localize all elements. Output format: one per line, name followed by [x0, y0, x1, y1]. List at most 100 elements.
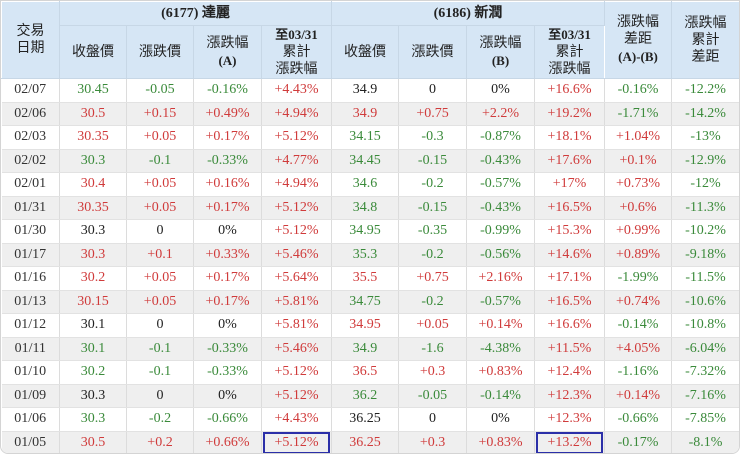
cell-cum-diff-value: -11.3% [685, 199, 726, 215]
cell-date-value: 01/05 [14, 434, 47, 450]
cell-6177-change-value: +0.05 [143, 199, 177, 215]
cell-date: 02/06 [1, 102, 60, 126]
cell-date: 01/09 [1, 384, 60, 408]
cell-date-value: 01/11 [14, 340, 46, 356]
cell-cum-diff-value: -12.9% [685, 152, 726, 168]
cell-6177-pct: -0.16% [193, 78, 262, 103]
cell-6177-pct-value: +0.17% [205, 270, 250, 286]
cell-6177-cum-pct-value: +5.12% [274, 199, 319, 215]
cell-6186-cum-pct: +12.3% [534, 407, 606, 432]
cell-6177-change: -0.1 [126, 337, 194, 361]
cell-date-value: 01/31 [14, 199, 47, 215]
cell-6177-change-value: -0.1 [148, 340, 172, 356]
cell-6186-cum-pct: +17% [534, 172, 606, 197]
cell-6186-pct: -0.57% [466, 290, 536, 314]
cell-6186-close-value: 34.9 [352, 105, 378, 121]
cell-date: 01/17 [1, 243, 60, 267]
cell-6177-change-value: -0.1 [148, 152, 172, 168]
cell-6177-change: +0.05 [126, 290, 194, 314]
cell-6177-pct: -0.33% [193, 149, 262, 173]
cell-6186-cum-pct-value: +12.4% [547, 364, 592, 380]
cell-6186-pct: +0.14% [466, 313, 536, 338]
header-a-pct: 漲跌幅 (A) [193, 25, 262, 79]
cell-6177-cum-pct: +5.12% [261, 431, 333, 453]
table-row: 01/13 30.15 +0.05 +0.17% +5.81% 34.75 -0.2 -0.5… [1, 290, 739, 314]
cell-6177-close-value: 30.1 [80, 317, 106, 333]
cell-date: 01/16 [1, 266, 60, 291]
cell-date-value: 01/30 [14, 223, 47, 239]
cell-6177-cum-pct: +4.43% [261, 407, 333, 432]
cell-6186-pct-value: -0.56% [480, 246, 521, 262]
cell-6177-cum-pct-value: +5.81% [274, 293, 319, 309]
cell-6186-pct-value: 0% [491, 411, 510, 427]
cell-6186-cum-pct-value: +14.6% [547, 246, 592, 262]
cell-6177-pct-value: +0.33% [205, 246, 250, 262]
cell-6177-pct-value: +0.66% [205, 434, 250, 450]
cell-pct-diff: -1.71% [604, 102, 673, 126]
cell-pct-diff: +0.6% [604, 196, 673, 220]
cell-6177-pct-value: -0.66% [207, 411, 248, 427]
cell-6186-pct-value: -0.43% [480, 199, 521, 215]
cell-6186-change-value: -1.6 [421, 340, 444, 356]
cell-6177-pct-value: +0.49% [205, 105, 250, 121]
cell-6186-change: +0.75 [398, 102, 468, 126]
cell-6177-change: -0.05 [126, 78, 194, 103]
cell-date-value: 02/03 [14, 129, 47, 145]
cell-6186-close: 36.2 [331, 384, 400, 408]
cell-6186-close: 34.15 [331, 125, 400, 150]
cell-pct-diff-value: +0.73% [616, 176, 661, 192]
cell-6186-close-value: 34.95 [349, 223, 381, 239]
cell-6186-close-value: 34.15 [349, 129, 381, 145]
cell-6177-pct: 0% [193, 219, 262, 244]
cell-cum-diff-value: -10.6% [685, 293, 726, 309]
cell-cum-diff: -7.85% [671, 407, 739, 432]
cell-pct-diff-value: -1.16% [617, 364, 659, 380]
cell-cum-diff: -7.32% [671, 360, 739, 385]
cell-6186-close: 34.9 [331, 337, 400, 361]
cell-6177-cum-pct-value: +5.12% [274, 223, 319, 239]
cell-6177-close-value: 30.5 [80, 105, 106, 121]
cell-6177-change: +0.05 [126, 125, 194, 150]
header-a-change: 漲跌價 [126, 25, 194, 79]
cell-6177-change: +0.05 [126, 266, 194, 291]
cell-6186-close: 34.95 [331, 313, 400, 338]
cell-pct-diff-value: -0.17% [617, 434, 659, 450]
cell-date-value: 01/16 [14, 270, 47, 286]
cell-6186-cum-pct-value: +16.5% [547, 199, 592, 215]
cell-6186-cum-pct-value: +17% [552, 176, 587, 192]
cell-6186-pct-value: +0.83% [478, 364, 523, 380]
cell-6186-pct-value: -0.99% [480, 223, 521, 239]
cell-6177-cum-pct-value: +5.12% [274, 129, 319, 145]
cell-pct-diff-value: +0.6% [619, 199, 657, 215]
cell-pct-diff: +0.73% [604, 172, 673, 197]
cell-6186-cum-pct: +13.2% [534, 431, 606, 453]
cell-pct-diff-value: -1.71% [617, 105, 659, 121]
cell-6186-change-value: -0.15 [417, 199, 448, 215]
cell-6177-change: 0 [126, 313, 194, 338]
cell-6177-cum-pct-value: +4.77% [274, 152, 319, 168]
cell-6177-close: 30.45 [59, 78, 127, 103]
cell-6177-pct: +0.17% [193, 290, 262, 314]
cell-6177-change: 0 [126, 384, 194, 408]
cell-6186-cum-pct-value: +16.5% [547, 293, 592, 309]
cell-6177-cum-pct: +4.77% [261, 149, 333, 173]
cell-6186-pct: -0.99% [466, 219, 536, 244]
cell-6186-cum-pct: +16.6% [534, 78, 606, 103]
cell-6177-cum-pct-value: +5.12% [274, 364, 319, 380]
cell-6186-pct: -0.43% [466, 149, 536, 173]
cell-date: 01/31 [1, 196, 60, 220]
cell-6177-close: 30.3 [59, 243, 127, 267]
cell-6186-change-value: +0.3 [419, 434, 446, 450]
cell-cum-diff-value: -6.04% [685, 340, 726, 356]
cell-6186-cum-pct: +17.6% [534, 149, 606, 173]
cell-6177-change-value: +0.05 [143, 176, 177, 192]
cell-6186-close: 34.75 [331, 290, 400, 314]
cell-6177-close-value: 30.15 [77, 293, 109, 309]
cell-6177-close-value: 30.35 [77, 129, 109, 145]
cell-6186-close: 34.45 [331, 149, 400, 173]
cell-6186-change: -0.15 [398, 196, 468, 220]
cell-6177-close: 30.1 [59, 337, 127, 361]
header-date: 交易 日期 [1, 1, 60, 79]
cell-pct-diff: +0.99% [604, 219, 673, 244]
cell-6186-pct: -0.14% [466, 384, 536, 408]
